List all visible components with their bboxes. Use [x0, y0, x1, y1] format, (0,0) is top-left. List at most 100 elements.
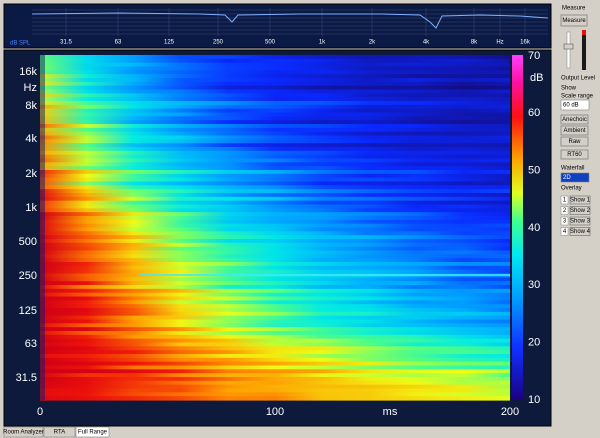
- toggle-button[interactable]: [560, 149, 589, 160]
- spectrogram-band: [40, 162, 510, 167]
- spectrogram-band: [40, 265, 510, 271]
- spectrogram-band: [40, 231, 510, 236]
- measure-button[interactable]: [560, 14, 588, 27]
- spectrogram-band: [40, 323, 510, 328]
- spectrogram-band: [40, 62, 510, 68]
- tab-label: Full Range: [78, 430, 108, 436]
- overlay-button[interactable]: [569, 195, 591, 205]
- colorbar-label: 10: [528, 394, 540, 406]
- y-tick-label: 63: [25, 338, 37, 350]
- button-label: Ambient: [563, 128, 585, 134]
- spectrogram-band: [40, 380, 510, 386]
- overlay-button[interactable]: [569, 216, 591, 226]
- spectrogram-band: [40, 58, 510, 64]
- spectrogram-band: [40, 350, 510, 355]
- spectrogram-band: [40, 242, 510, 248]
- overlay-number: 1: [563, 198, 567, 204]
- spectrogram-band: [40, 154, 510, 160]
- spectrogram-band: [40, 166, 510, 171]
- overlay-number-box: [560, 216, 569, 226]
- y-tick-label: 4k: [25, 133, 37, 145]
- x-tick-label: Hz: [496, 40, 503, 46]
- overlay-number: 2: [563, 208, 567, 214]
- spectrogram-band: [40, 120, 510, 125]
- spectrogram-band: [40, 104, 510, 110]
- spectrogram-band: [40, 185, 510, 190]
- colorbar-label: 20: [528, 337, 540, 349]
- button-label: RT60: [567, 152, 582, 158]
- x-tick-label: ms: [383, 406, 398, 418]
- spectrogram-band: [40, 354, 510, 359]
- toggle-button[interactable]: [560, 114, 589, 125]
- spectrogram-band: [40, 346, 510, 351]
- y-tick-label: 2k: [25, 168, 37, 180]
- group-label: Overlay: [561, 186, 582, 192]
- toggle-button[interactable]: [560, 136, 589, 147]
- spectrogram-band: [40, 315, 510, 321]
- spectrogram-band: [40, 97, 510, 102]
- slider-thumb[interactable]: [563, 43, 574, 50]
- waterfall-select[interactable]: [560, 172, 590, 183]
- spectrogram-band: [40, 200, 510, 206]
- spectrogram-band: [40, 292, 510, 298]
- tab-label: Room Analyzer: [3, 430, 44, 436]
- spectrogram-band: [40, 150, 510, 156]
- tab[interactable]: [43, 426, 76, 438]
- spectrogram-band: [40, 357, 510, 363]
- spectrogram-band: [40, 147, 510, 152]
- spectrogram-band: [40, 124, 510, 129]
- spectrogram-band: [40, 55, 510, 60]
- spectrogram-band: [40, 223, 510, 229]
- spectrogram-band: [40, 285, 510, 290]
- spectrogram-band: [40, 177, 510, 183]
- spectrogram-band: [40, 327, 510, 332]
- y-tick-label: 31.5: [16, 372, 37, 384]
- spectrogram-band: [40, 319, 510, 324]
- x-tick-label: 0: [37, 406, 43, 418]
- select-value: 60 dB: [563, 103, 579, 109]
- spectrogram-band: [40, 365, 510, 370]
- button-label: Measure: [562, 18, 586, 24]
- spectrogram-band: [40, 361, 510, 367]
- spectrogram-band: [40, 300, 510, 305]
- tab[interactable]: [75, 426, 110, 438]
- x-tick-label: 200: [501, 406, 519, 418]
- spectrogram-band: [40, 131, 510, 137]
- x-tick-label: 1k: [319, 40, 326, 46]
- y-tick-label: 16k: [19, 66, 37, 78]
- spectrogram-band: [40, 78, 510, 83]
- spectrogram-band: [40, 93, 510, 98]
- y-tick-label: 1k: [25, 202, 37, 214]
- tab[interactable]: [3, 426, 44, 438]
- onset-column: [40, 55, 45, 400]
- toggle-button[interactable]: [560, 125, 589, 136]
- y-tick-label: 500: [19, 236, 37, 248]
- y-tick-label: 125: [19, 305, 37, 317]
- select-value: 2D: [563, 175, 571, 181]
- resonance-line: [140, 274, 510, 276]
- x-tick-label: 125: [164, 40, 175, 46]
- spectrogram-band: [40, 338, 510, 344]
- side-panel: Measure Measure Output Level Show Scale …: [560, 6, 595, 236]
- spectrogram-band: [40, 296, 510, 301]
- spectrogram-band: [40, 342, 510, 347]
- overlay-number-box: [560, 227, 569, 236]
- spectrogram-band: [40, 219, 510, 225]
- spectrogram-band: [40, 258, 510, 263]
- spectrogram-band: [40, 212, 510, 217]
- spectrogram-band: [40, 66, 510, 71]
- spectrogram-band: [40, 246, 510, 252]
- spectrogram-band: [40, 334, 510, 340]
- colorbar-label: 30: [528, 279, 540, 291]
- y-axis-label: dB SPL: [10, 41, 31, 47]
- spectrogram-band: [40, 70, 510, 75]
- overlay-button[interactable]: [569, 206, 591, 215]
- button-label: Anechoic: [562, 117, 587, 123]
- spectrogram-band: [40, 196, 510, 202]
- overlay-button[interactable]: [569, 227, 591, 236]
- spectrogram-band: [40, 112, 510, 117]
- spectrogram-band: [40, 170, 510, 175]
- spectrogram-band: [40, 204, 510, 209]
- scale-range-select[interactable]: [560, 99, 590, 111]
- spectrogram-band: [40, 101, 510, 106]
